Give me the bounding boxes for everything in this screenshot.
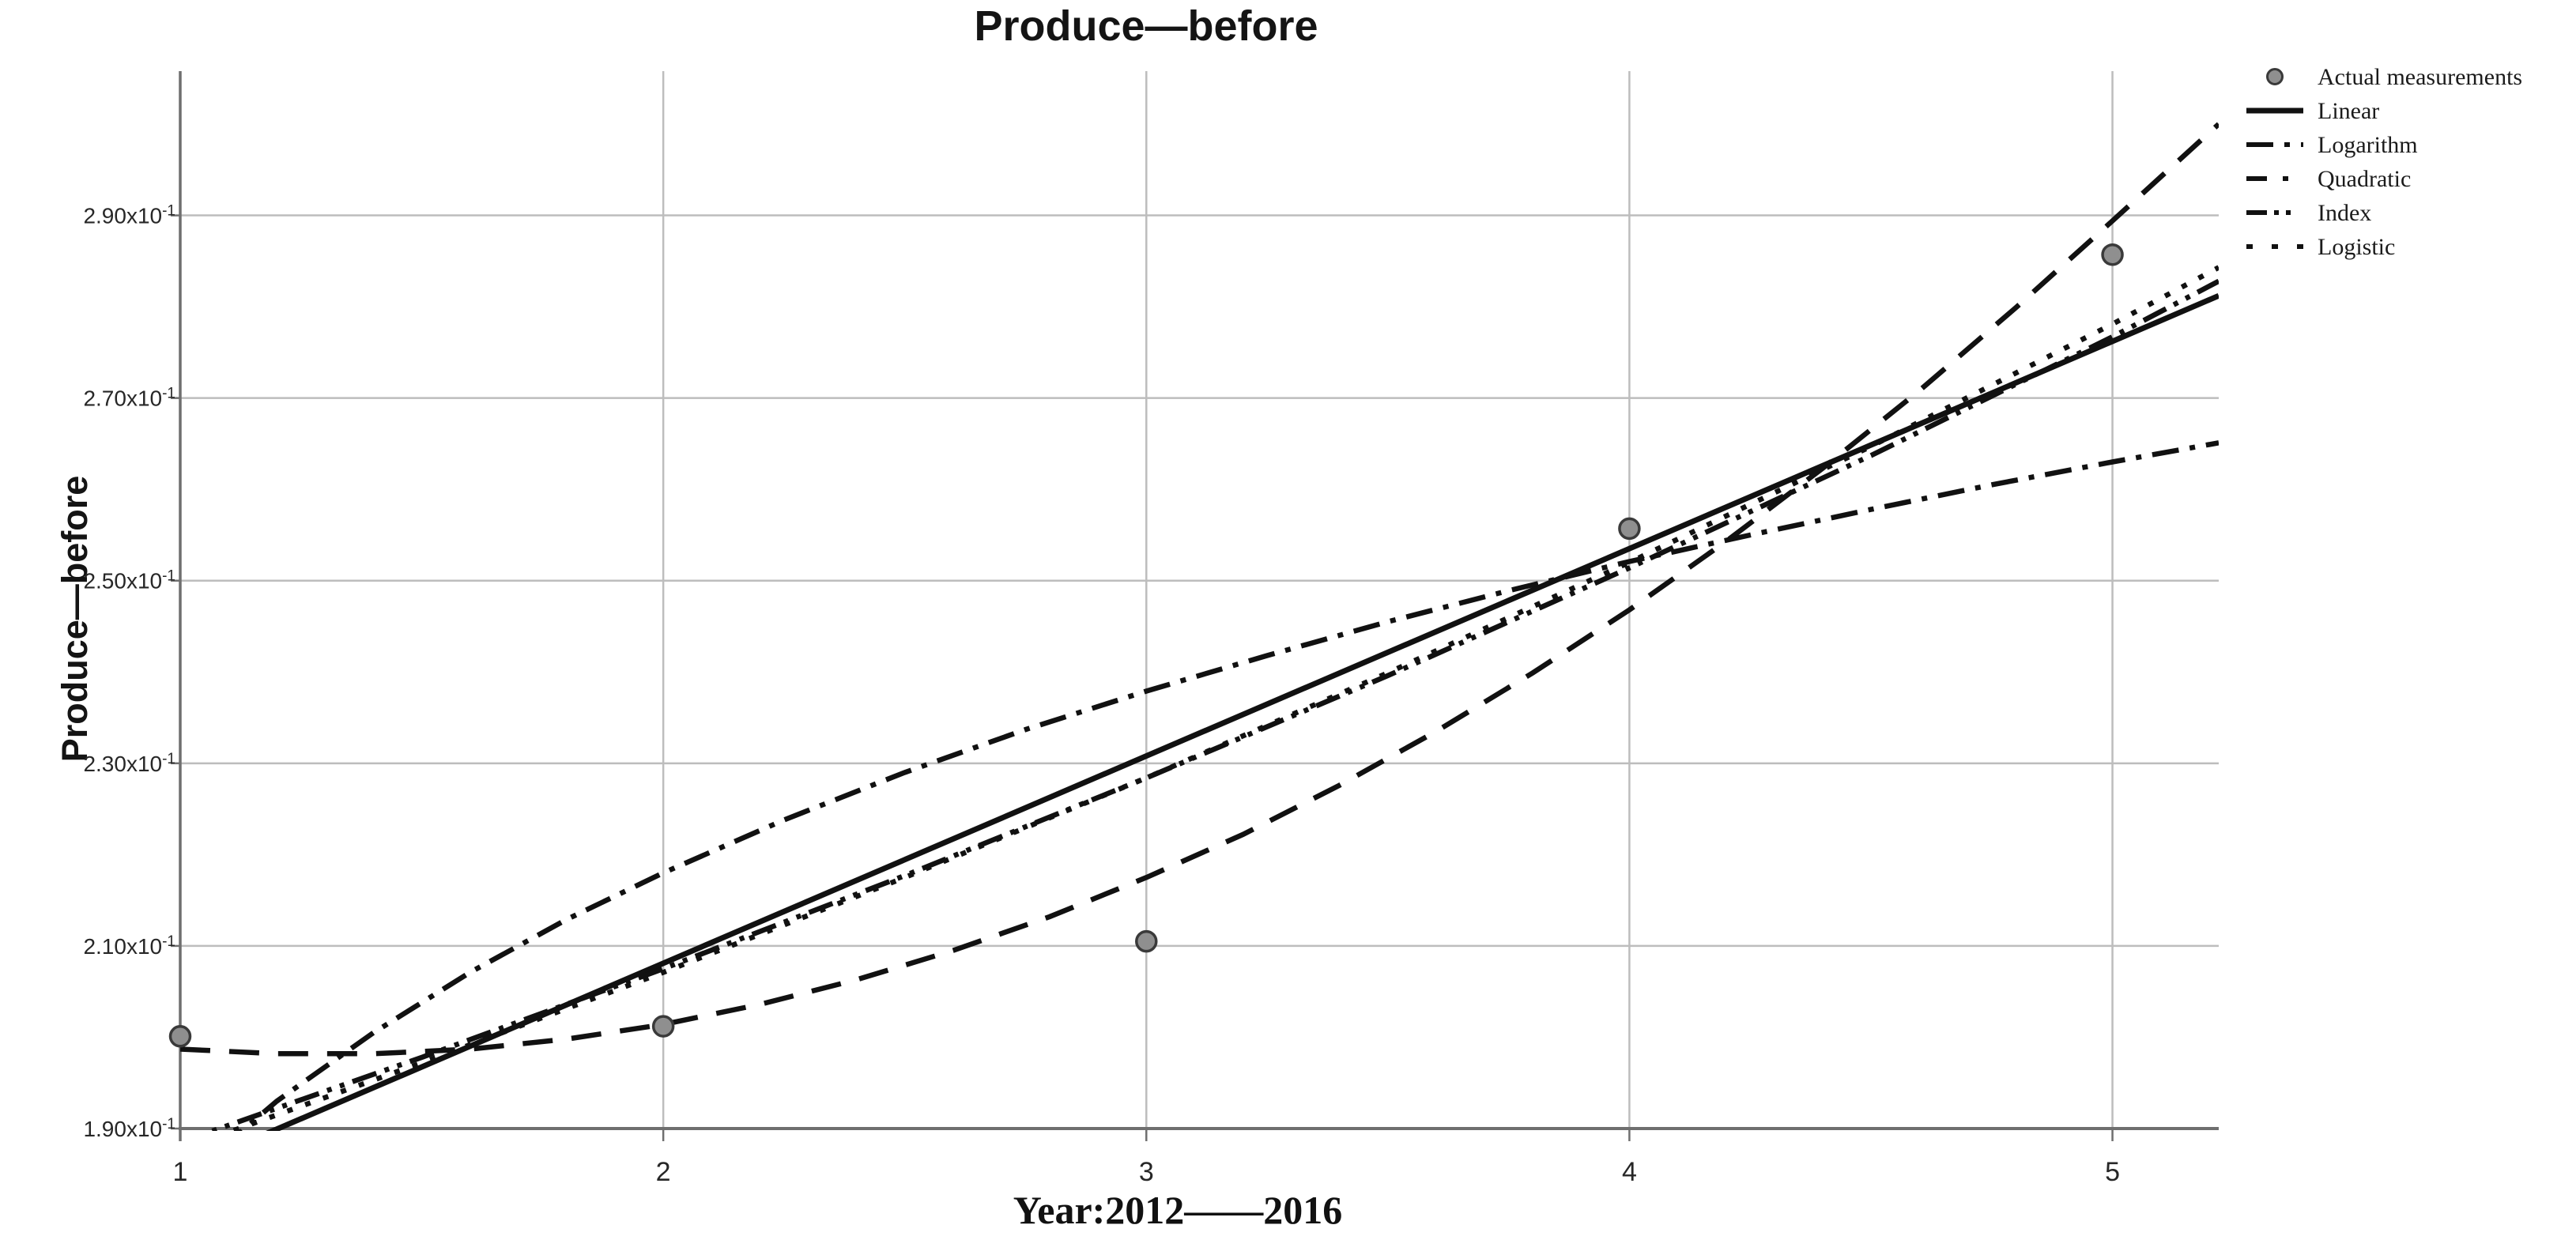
legend-item: Logarithm xyxy=(2246,132,2418,158)
series-curve-dot xyxy=(224,265,2219,1131)
data-point xyxy=(168,1025,192,1048)
x-tick-label: 5 xyxy=(2105,1157,2120,1187)
x-tick-label: 4 xyxy=(1622,1157,1637,1187)
y-tick-label: 2.10x10-1 xyxy=(83,933,175,959)
x-axis-label: Year:2012——2016 xyxy=(1013,1188,1343,1232)
legend-point-marker xyxy=(2266,68,2284,85)
data-point xyxy=(2101,243,2124,266)
x-tick-label: 1 xyxy=(173,1157,188,1187)
legend-label: Actual measurements xyxy=(2318,64,2522,90)
series-curve-dash-dot xyxy=(237,440,2219,1131)
y-tick-label: 2.90x10-1 xyxy=(83,203,175,228)
legend-label: Linear xyxy=(2318,98,2379,124)
legend-item: Linear xyxy=(2246,98,2379,124)
legend-item: Quadratic xyxy=(2246,166,2411,192)
legend-item: Index xyxy=(2246,200,2371,226)
data-point xyxy=(1618,517,1641,541)
data-point xyxy=(651,1015,675,1038)
series-curve-dash-dot-dot xyxy=(204,278,2219,1131)
legend-item: Logistic xyxy=(2246,234,2395,260)
legend-label: Logistic xyxy=(2318,234,2395,260)
legend-label: Index xyxy=(2318,200,2371,226)
x-tick-label: 3 xyxy=(1139,1157,1154,1187)
y-tick-label: 1.90x10-1 xyxy=(83,1116,175,1141)
data-point xyxy=(1135,929,1158,953)
y-tick-label: 2.50x10-1 xyxy=(83,568,175,594)
series-curve-dash xyxy=(180,122,2219,1057)
chart-title: Produce—before xyxy=(974,2,1318,50)
legend: Actual measurements Linear Logarithm Quadra… xyxy=(2246,64,2522,260)
x-tick-label: 2 xyxy=(656,1157,671,1187)
legend-label: Quadratic xyxy=(2318,166,2411,192)
legend-label: Logarithm xyxy=(2318,132,2418,158)
y-tick-label: 2.70x10-1 xyxy=(83,386,175,411)
y-tick-label: 2.30x10-1 xyxy=(83,751,175,776)
legend-item: Actual measurements xyxy=(2266,64,2522,90)
